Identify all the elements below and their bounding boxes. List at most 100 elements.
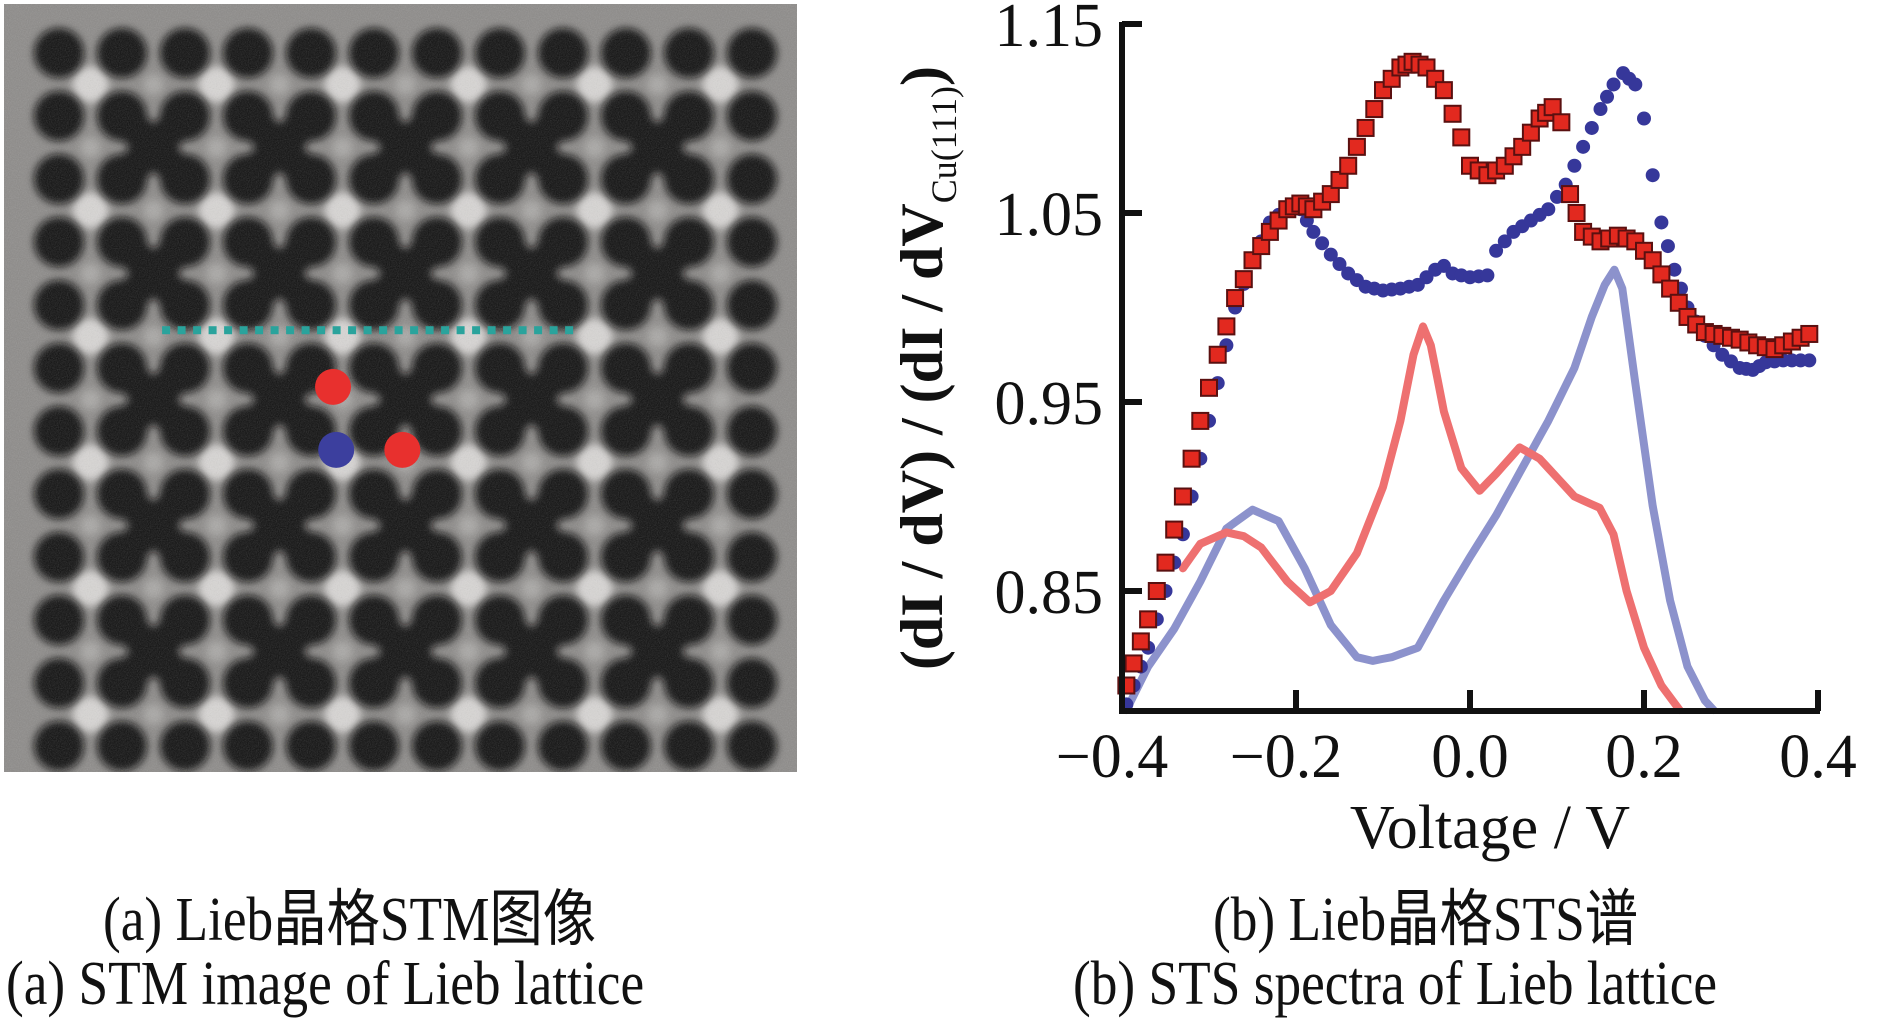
data-point [1584, 120, 1599, 135]
data-point [1576, 139, 1591, 154]
data-point [1306, 224, 1321, 239]
profile-dot [472, 326, 481, 335]
series-red-site-experiment [1117, 52, 1819, 695]
data-point [1226, 289, 1245, 308]
data-point [1200, 378, 1218, 397]
data-point [1541, 202, 1556, 217]
y-axis-label-main: (dI / dV) / (dI / dV [889, 203, 955, 670]
data-point [1347, 137, 1366, 156]
data-point [1165, 520, 1184, 539]
y-tick-label: 0.85 [995, 559, 1104, 627]
data-point [1217, 317, 1236, 336]
series-red-site-calculated [1178, 322, 1684, 715]
data-point [1480, 268, 1495, 283]
data-point [1332, 257, 1347, 272]
profile-dot [301, 326, 310, 335]
profile-dot [487, 326, 496, 335]
caption-b-chinese: (b) Lieb晶格STS谱 [1213, 886, 1639, 954]
data-point [1552, 113, 1571, 132]
data-point [1654, 215, 1669, 230]
x-axis-label: Voltage / V [1350, 794, 1630, 862]
y-tick-label: 1.05 [995, 181, 1104, 249]
y-axis-label-subscript: Cu(111) [924, 86, 964, 203]
data-point [1139, 610, 1158, 629]
y-axis-label: (dI / dV) / (dI / dVCu(111)) [889, 66, 964, 670]
series-blue-site-calculated [1122, 265, 1718, 715]
caption-a-chinese: (a) Lieb晶格STM图像 [103, 886, 597, 954]
red-site-marker [384, 431, 421, 468]
data-point [1434, 81, 1453, 100]
data-point [1660, 239, 1675, 254]
data-point [1191, 411, 1210, 430]
caption-b-english: (b) STS spectra of Lieb lattice [1073, 950, 1718, 1018]
data-point [1443, 104, 1462, 123]
x-tick-label: −0.4 [1056, 723, 1168, 791]
data-point [1356, 118, 1375, 137]
data-point [1208, 345, 1227, 364]
profile-dot [162, 326, 171, 335]
data-point [1606, 77, 1621, 92]
red-site-marker [315, 368, 352, 405]
data-point [1147, 582, 1166, 600]
data-point [1637, 111, 1651, 126]
data-point [1315, 236, 1330, 251]
profile-dot [410, 326, 419, 335]
profile-dot [518, 326, 527, 335]
data-point [1124, 654, 1143, 673]
data-point [1323, 247, 1338, 262]
line-profile [162, 326, 574, 335]
data-point [1131, 632, 1150, 651]
caption-a-english: (a) STM image of Lieb lattice [6, 950, 645, 1018]
profile-dot [363, 326, 372, 335]
data-point [1173, 487, 1192, 506]
profile-dot [177, 326, 186, 335]
profile-dot [208, 326, 217, 335]
data-point [1800, 324, 1819, 343]
profile-dot [549, 326, 558, 335]
profile-dot [239, 326, 248, 335]
y-tick-label: 1.15 [995, 0, 1104, 60]
data-point [1567, 158, 1582, 173]
series-line [1178, 322, 1684, 715]
data-point [1550, 189, 1564, 204]
stm-noise [4, 4, 797, 772]
profile-dot [193, 326, 202, 335]
data-point [1628, 77, 1643, 92]
profile-dot [317, 326, 326, 335]
y-axis-label-close: ) [889, 66, 955, 86]
data-point [1600, 89, 1615, 104]
data-point [1543, 98, 1562, 117]
data-point [1561, 185, 1580, 204]
x-tick-label: −0.2 [1230, 723, 1342, 791]
data-point [1365, 100, 1384, 119]
data-point [1667, 262, 1682, 277]
data-point [1182, 449, 1201, 468]
data-point [1567, 204, 1586, 222]
data-point [1452, 128, 1471, 147]
data-point [1234, 270, 1253, 289]
data-point [1339, 156, 1358, 175]
data-point [1593, 102, 1608, 117]
x-tick-label: 0.0 [1431, 723, 1509, 791]
profile-dot [441, 326, 450, 335]
sts-spectra-chart: (dI / dV) / (dI / dVCu(111)) 0.85 0.95 1.0… [889, 0, 1857, 862]
data-point [1802, 353, 1817, 368]
profile-dot [456, 326, 465, 335]
data-point [1645, 168, 1660, 183]
profile-dot [425, 326, 434, 335]
profile-dot [286, 326, 295, 335]
x-tick-label: 0.4 [1779, 723, 1857, 791]
profile-dot [348, 326, 357, 335]
x-tick-label: 0.2 [1605, 723, 1683, 791]
profile-dot [224, 326, 233, 335]
y-tick-label: 0.95 [995, 370, 1104, 438]
profile-dot [565, 326, 574, 335]
profile-dot [270, 326, 279, 335]
profile-dot [332, 326, 341, 335]
series-line [1122, 265, 1718, 715]
profile-dot [255, 326, 264, 335]
profile-dot [503, 326, 512, 335]
profile-dot [394, 326, 403, 335]
data-point [1497, 234, 1512, 249]
profile-dot [379, 326, 388, 335]
